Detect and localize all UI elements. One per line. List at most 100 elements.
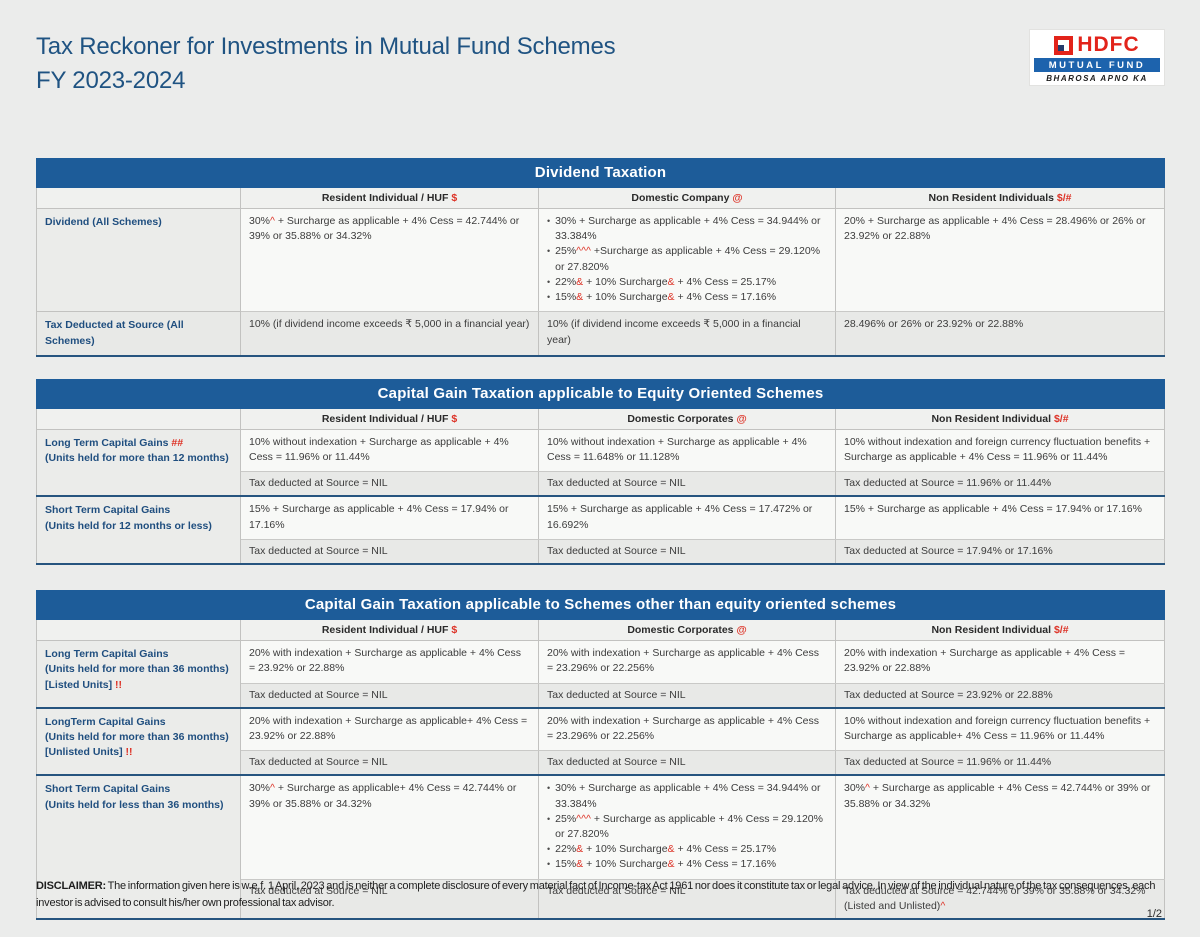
tax-rate-cell: 20% with indexation + Surcharge as appli… bbox=[835, 640, 1165, 684]
red-symbol: ^^^ bbox=[576, 812, 591, 825]
tds-cell: Tax deducted at Source = NIL bbox=[240, 750, 539, 777]
red-symbol: ## bbox=[171, 436, 184, 449]
red-symbol: @ bbox=[736, 412, 747, 425]
bullet-icon: • bbox=[547, 216, 551, 226]
red-symbol: $/# bbox=[1053, 412, 1069, 425]
tax-rate-cell: 28.496% or 26% or 23.92% or 22.88% bbox=[834, 311, 1166, 357]
hdfc-logo-band: MUTUAL FUND bbox=[1034, 58, 1160, 72]
bullet-item: • 22%& + 10% Surcharge& + 4% Cess = 25.17… bbox=[547, 275, 827, 290]
red-symbol: $ bbox=[451, 412, 458, 425]
red-symbol: & bbox=[667, 275, 675, 288]
bullet-icon: • bbox=[547, 783, 551, 794]
bullet-item: • 25%^^^ + Surcharge as applicable + 4% C… bbox=[547, 812, 827, 842]
bullet-item: • 15%& + 10% Surcharge& + 4% Cess = 17.16… bbox=[547, 290, 827, 305]
column-header-blank bbox=[36, 187, 241, 209]
tax-rate-cell: 10% without indexation + Surcharge as ap… bbox=[538, 429, 836, 473]
hdfc-logo-tagline: BHAROSA APNO KA bbox=[1046, 74, 1148, 83]
tax-rate-cell: 20% with indexation + Surcharge as appli… bbox=[240, 640, 539, 684]
disclaimer: DISCLAIMER: The information given here i… bbox=[36, 878, 1164, 912]
tax-rate-cell: 10% without indexation and foreign curre… bbox=[834, 429, 1166, 473]
column-header-blank bbox=[36, 407, 241, 430]
row-label-line: (Units held for more than 36 months) bbox=[45, 730, 229, 743]
row-label-line: [Unlisted Units] !! bbox=[45, 746, 133, 759]
bullet-icon: • bbox=[547, 292, 551, 303]
bullet-text: 25%^^^ +Surcharge as applicable + 4% Ces… bbox=[555, 245, 821, 273]
tax-rate-cell: 30%^ + Surcharge as applicable + 4% Cess… bbox=[835, 775, 1165, 880]
dividend-taxation-table: Dividend Taxation Resident Individual / H… bbox=[35, 158, 1166, 357]
tax-rate-cell: • 30% + Surcharge as applicable + 4% Cess… bbox=[538, 775, 836, 880]
red-symbol: $ bbox=[451, 624, 458, 637]
tds-cell: Tax deducted at Source = 11.96% or 11.44… bbox=[835, 750, 1165, 777]
bullet-icon: • bbox=[547, 246, 551, 257]
non-equity-capital-gain-table: Capital Gain Taxation applicable to Sche… bbox=[36, 590, 1165, 921]
red-symbol: ^ bbox=[270, 215, 275, 227]
red-symbol: & bbox=[576, 843, 584, 856]
bullet-icon: • bbox=[547, 844, 551, 855]
hdfc-logo-mark-icon bbox=[1054, 35, 1074, 55]
hdfc-logo-top: HDFC bbox=[1034, 33, 1160, 57]
bullet-icon: • bbox=[547, 859, 551, 870]
column-header-blank bbox=[36, 619, 241, 642]
page-title-line1: Tax Reckoner for Investments in Mutual F… bbox=[36, 33, 616, 60]
bullet-icon: • bbox=[547, 276, 551, 287]
row-label-line: (Units held for 12 months or less) bbox=[45, 519, 212, 532]
row-label: LongTerm Capital Gains (Units held for mo… bbox=[36, 707, 241, 777]
tds-cell: Tax deducted at Source = NIL bbox=[240, 539, 539, 566]
bullet-text: 30% + Surcharge as applicable + 4% Cess … bbox=[555, 782, 821, 810]
tax-rate-cell: 10% (if dividend income exceeds ₹ 5,000 … bbox=[240, 311, 539, 357]
table-title: Capital Gain Taxation applicable to Equi… bbox=[35, 378, 1166, 409]
tds-cell: Tax deducted at Source = NIL bbox=[240, 879, 539, 921]
column-header: Resident Individual / HUF $ bbox=[240, 619, 539, 642]
tax-rate-cell: 15% + Surcharge as applicable + 4% Cess … bbox=[834, 496, 1166, 540]
red-symbol: ^^^ bbox=[576, 245, 591, 258]
row-label: Long Term Capital Gains (Units held for m… bbox=[36, 640, 241, 709]
tax-rate-cell: 30%^ + Surcharge as applicable + 4% Cess… bbox=[240, 208, 539, 313]
equity-capital-gain-table: Capital Gain Taxation applicable to Equi… bbox=[35, 378, 1166, 566]
bullet-item: • 30% + Surcharge as applicable + 4% Cess… bbox=[547, 781, 827, 811]
bullet-text: 22%& + 10% Surcharge& + 4% Cess = 25.17% bbox=[555, 275, 777, 288]
bullet-item: • 22%& + 10% Surcharge& + 4% Cess = 25.17… bbox=[547, 842, 827, 857]
tax-rate-cell: • 30% + Surcharge as applicable + 4% Cess… bbox=[538, 208, 836, 313]
bullet-item: • 25%^^^ +Surcharge as applicable + 4% Ce… bbox=[547, 244, 827, 274]
red-symbol: & bbox=[576, 858, 584, 871]
page-number: 1/2 bbox=[1146, 908, 1162, 920]
red-symbol: !! bbox=[125, 746, 133, 759]
tds-cell: Tax deducted at Source = NIL bbox=[240, 471, 539, 498]
tax-rate-cell: 20% + Surcharge as applicable + 4% Cess … bbox=[834, 208, 1166, 313]
red-symbol: & bbox=[667, 843, 675, 856]
red-symbol: !! bbox=[115, 678, 122, 691]
red-symbol: $ bbox=[451, 192, 458, 204]
tds-cell: Tax deducted at Source = NIL bbox=[240, 683, 539, 709]
tds-cell: Tax deducted at Source = 23.92% or 22.88… bbox=[835, 683, 1165, 709]
tax-rate-cell: 10% without indexation + Surcharge as ap… bbox=[240, 429, 539, 473]
tax-rate-cell: 10% without indexation and foreign curre… bbox=[835, 707, 1165, 752]
row-label-line: (Units held for less than 36 months) bbox=[45, 798, 224, 811]
row-label-line: Short Term Capital Gains bbox=[45, 504, 171, 517]
row-label: Short Term Capital Gains (Units held for … bbox=[36, 496, 241, 566]
tax-rate-cell: 15% + Surcharge as applicable + 4% Cess … bbox=[240, 496, 539, 540]
tds-cell: Tax deducted at Source = 17.94% or 17.16… bbox=[834, 539, 1166, 566]
column-header: Domestic Corporates @ bbox=[538, 619, 836, 642]
tds-cell: Tax deducted at Source = 11.96% or 11.44… bbox=[834, 471, 1166, 498]
row-label: Dividend (All Schemes) bbox=[36, 208, 241, 313]
table-title: Dividend Taxation bbox=[35, 158, 1166, 188]
disclaimer-label: DISCLAIMER: bbox=[36, 880, 106, 892]
tds-cell: Tax deducted at Source = NIL bbox=[538, 750, 836, 777]
red-symbol: @ bbox=[736, 624, 747, 637]
red-symbol: ^ bbox=[865, 782, 870, 795]
tax-rate-cell: 30%^ + Surcharge as applicable+ 4% Cess … bbox=[240, 775, 539, 880]
red-symbol: & bbox=[667, 858, 675, 871]
tax-rate-cell: 15% + Surcharge as applicable + 4% Cess … bbox=[538, 496, 836, 540]
red-symbol: & bbox=[667, 291, 675, 304]
tax-rate-cell: 20% with indexation + Surcharge as appli… bbox=[240, 707, 539, 752]
red-symbol: $/# bbox=[1053, 624, 1069, 637]
column-header: Domestic Corporates @ bbox=[538, 407, 836, 430]
column-header: Resident Individual / HUF $ bbox=[240, 407, 539, 430]
page-header: Tax Reckoner for Investments in Mutual F… bbox=[36, 0, 1164, 98]
bullet-text: 30% + Surcharge as applicable + 4% Cess … bbox=[555, 215, 821, 243]
red-symbol: ^ bbox=[270, 782, 275, 795]
red-symbol: $/# bbox=[1056, 192, 1072, 204]
tds-cell: Tax deducted at Source = 42.744% or 39% … bbox=[835, 879, 1165, 921]
bullet-item: • 15%& + 10% Surcharge& + 4% Cess = 17.16… bbox=[547, 857, 827, 872]
